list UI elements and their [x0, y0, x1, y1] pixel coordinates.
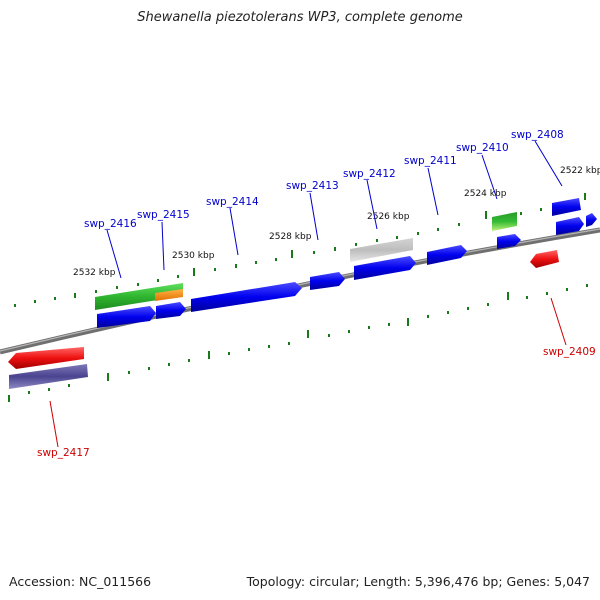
gene-label-swp_2413[interactable]: swp_2413	[286, 180, 339, 192]
scale-label-2532: 2532 kbp	[73, 268, 116, 278]
misc-feature-orange[interactable]	[155, 289, 183, 301]
accession-text: Accession: NC_011566	[9, 574, 152, 589]
scale-label-2522: 2522 kbp	[560, 166, 600, 176]
lower-tick-row	[8, 284, 588, 402]
gene-swp_2415-block[interactable]	[156, 302, 186, 319]
gene-label-swp_2412[interactable]: swp_2412	[343, 168, 396, 180]
gene-label-swp_2410[interactable]: swp_2410	[456, 142, 509, 154]
gene-swp_2417-block[interactable]	[8, 347, 84, 369]
gene-label-swp_2415[interactable]: swp_2415	[137, 209, 190, 221]
gene-swp_2410-block[interactable]	[497, 234, 521, 249]
scale-label-2524: 2524 kbp	[464, 189, 507, 199]
reverse-cds-row	[8, 347, 88, 389]
genome-summary-text: Topology: circular; Length: 5,396,476 bp…	[246, 574, 590, 589]
scale-label-2530: 2530 kbp	[172, 251, 215, 261]
scale-label-2528: 2528 kbp	[269, 232, 312, 242]
map-title: Shewanella piezotolerans WP3, complete g…	[137, 10, 463, 25]
gene-swp_2411-block[interactable]	[427, 245, 467, 265]
misc-feature-purple[interactable]	[9, 364, 88, 389]
gene-label-swp_2417[interactable]: swp_2417	[37, 447, 90, 459]
gene-swp_2409-block[interactable]	[530, 250, 559, 268]
gene-label-swp_2409[interactable]: swp_2409	[543, 346, 596, 358]
gene-swp_2412-block[interactable]	[354, 256, 416, 280]
gene-label-swp_2411[interactable]: swp_2411	[404, 155, 457, 167]
gene-swp_2413-block[interactable]	[310, 272, 345, 290]
gene-label-swp_2408[interactable]: swp_2408	[511, 129, 564, 141]
gene-label-swp_2416[interactable]: swp_2416	[84, 218, 137, 230]
misc-feature-green-small[interactable]	[492, 212, 517, 231]
genome-backbone	[0, 227, 600, 355]
upper-feature-row	[95, 212, 559, 310]
misc-feature-green[interactable]	[95, 283, 183, 310]
gene-edge-block[interactable]	[586, 213, 597, 227]
label-leaders	[49, 140, 567, 448]
gene-label-swp_2414[interactable]: swp_2414	[206, 196, 259, 208]
upper-tick-row	[14, 193, 586, 307]
gene-swp_2416-block[interactable]	[97, 306, 156, 328]
gene-swp_2408-block-a[interactable]	[552, 198, 581, 216]
gene-swp_2408-block-b[interactable]	[556, 217, 584, 235]
forward-cds-row	[97, 198, 597, 328]
gene-swp_2414-block[interactable]	[191, 282, 302, 312]
misc-feature-grey[interactable]	[350, 238, 413, 262]
scale-label-2526: 2526 kbp	[367, 212, 410, 222]
